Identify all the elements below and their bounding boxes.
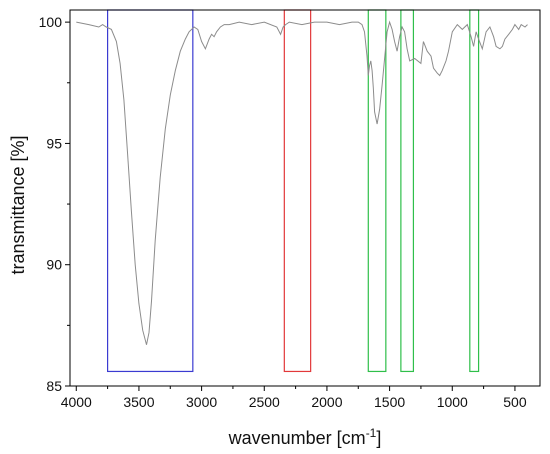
x-tick-label: 3000	[186, 394, 217, 410]
x-tick-label: 500	[503, 394, 527, 410]
highlight-box-5	[469, 9, 480, 373]
x-axis-title: wavenumber [cm-1]	[228, 426, 382, 448]
x-tick-label: 1500	[374, 394, 405, 410]
y-axis: 85 90 95 100	[39, 14, 70, 394]
plot-frame	[69, 9, 541, 387]
y-tick-label: 85	[46, 378, 62, 394]
y-tick-label: 95	[46, 135, 62, 151]
x-tick-label: 2500	[249, 394, 280, 410]
x-tick-label: 3500	[123, 394, 154, 410]
highlight-box-4	[400, 9, 415, 373]
y-tick-label: 90	[46, 257, 62, 273]
x-tick-label: 1000	[437, 394, 468, 410]
x-tick-label: 2000	[311, 394, 342, 410]
x-tick-label: 4000	[61, 394, 92, 410]
y-axis-title: transmittance [%]	[8, 135, 28, 274]
y-tick-label: 100	[39, 14, 63, 30]
series-line	[76, 20, 528, 345]
x-axis: 4000 3500 3000 2500 2000 1500 1000 500	[61, 386, 527, 410]
highlight-box-2	[283, 9, 312, 373]
highlight-boxes	[106, 9, 480, 373]
